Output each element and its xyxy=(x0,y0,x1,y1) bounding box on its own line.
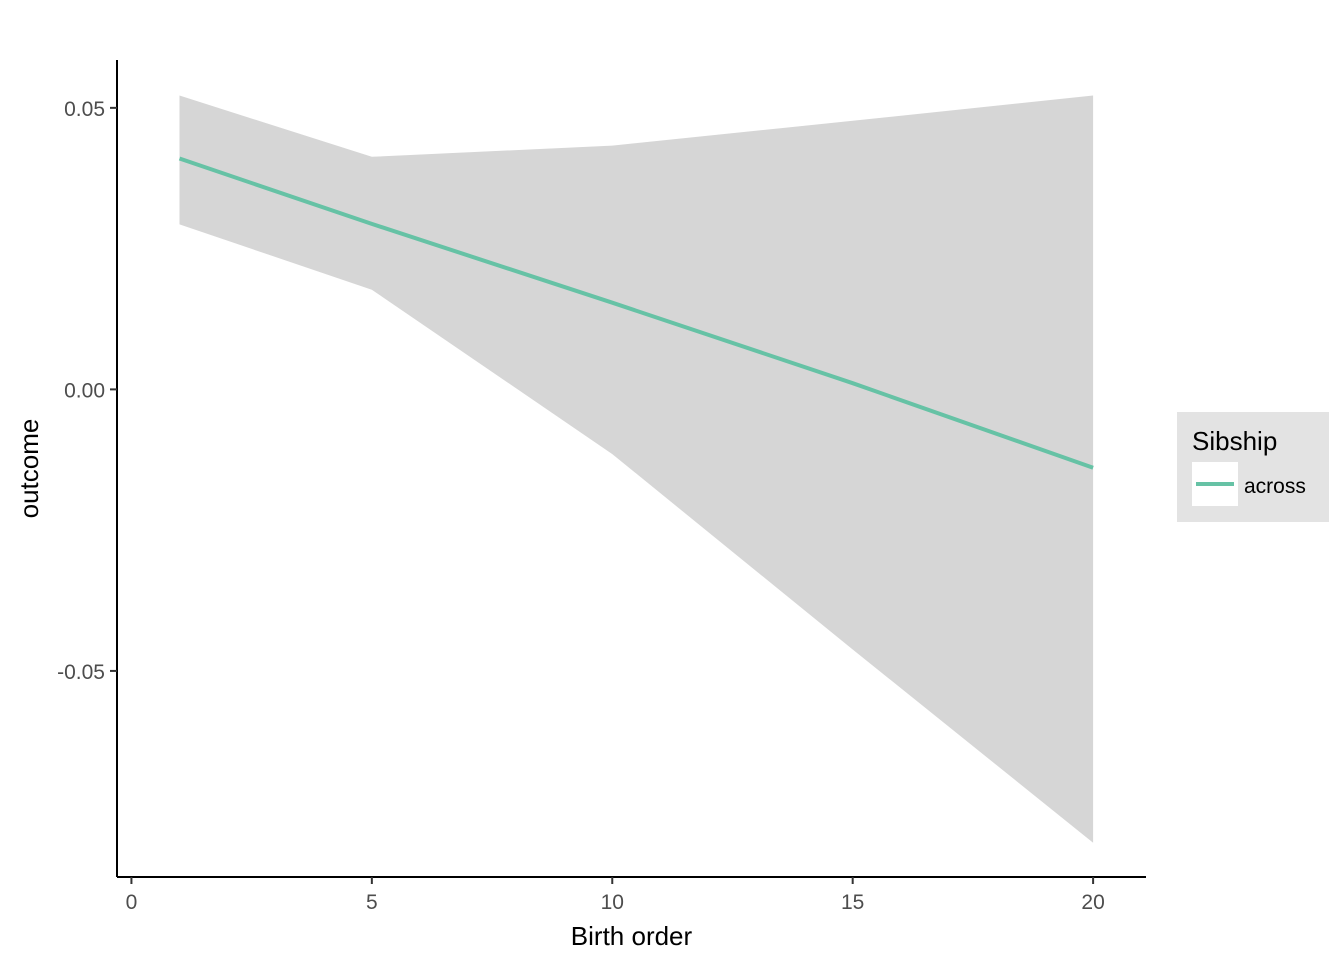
legend: Sibship across xyxy=(1177,412,1329,522)
y-tick-label: 0.05 xyxy=(64,98,105,121)
axes: 0 5 10 15 20 -0.05 0.00 0.05 xyxy=(57,60,1146,914)
x-tick-label: 15 xyxy=(841,891,864,914)
series-line-0 xyxy=(178,156,1094,470)
x-tick-label: 20 xyxy=(1081,891,1104,914)
y-axis-title: outcome xyxy=(14,419,44,519)
y-tick-label: 0.00 xyxy=(64,379,105,402)
confidence-band-layer xyxy=(179,95,1094,843)
confidence-band-0 xyxy=(179,95,1094,843)
x-axis-title: Birth order xyxy=(571,921,693,951)
y-tick-label: -0.05 xyxy=(57,661,105,684)
legend-title: Sibship xyxy=(1192,426,1277,456)
plot-panel xyxy=(178,95,1094,843)
series-line-layer xyxy=(178,156,1094,470)
x-tick-label: 0 xyxy=(126,891,138,914)
x-tick-label: 5 xyxy=(366,891,378,914)
x-tick-label: 10 xyxy=(601,891,624,914)
legend-entry-label: across xyxy=(1244,475,1306,498)
